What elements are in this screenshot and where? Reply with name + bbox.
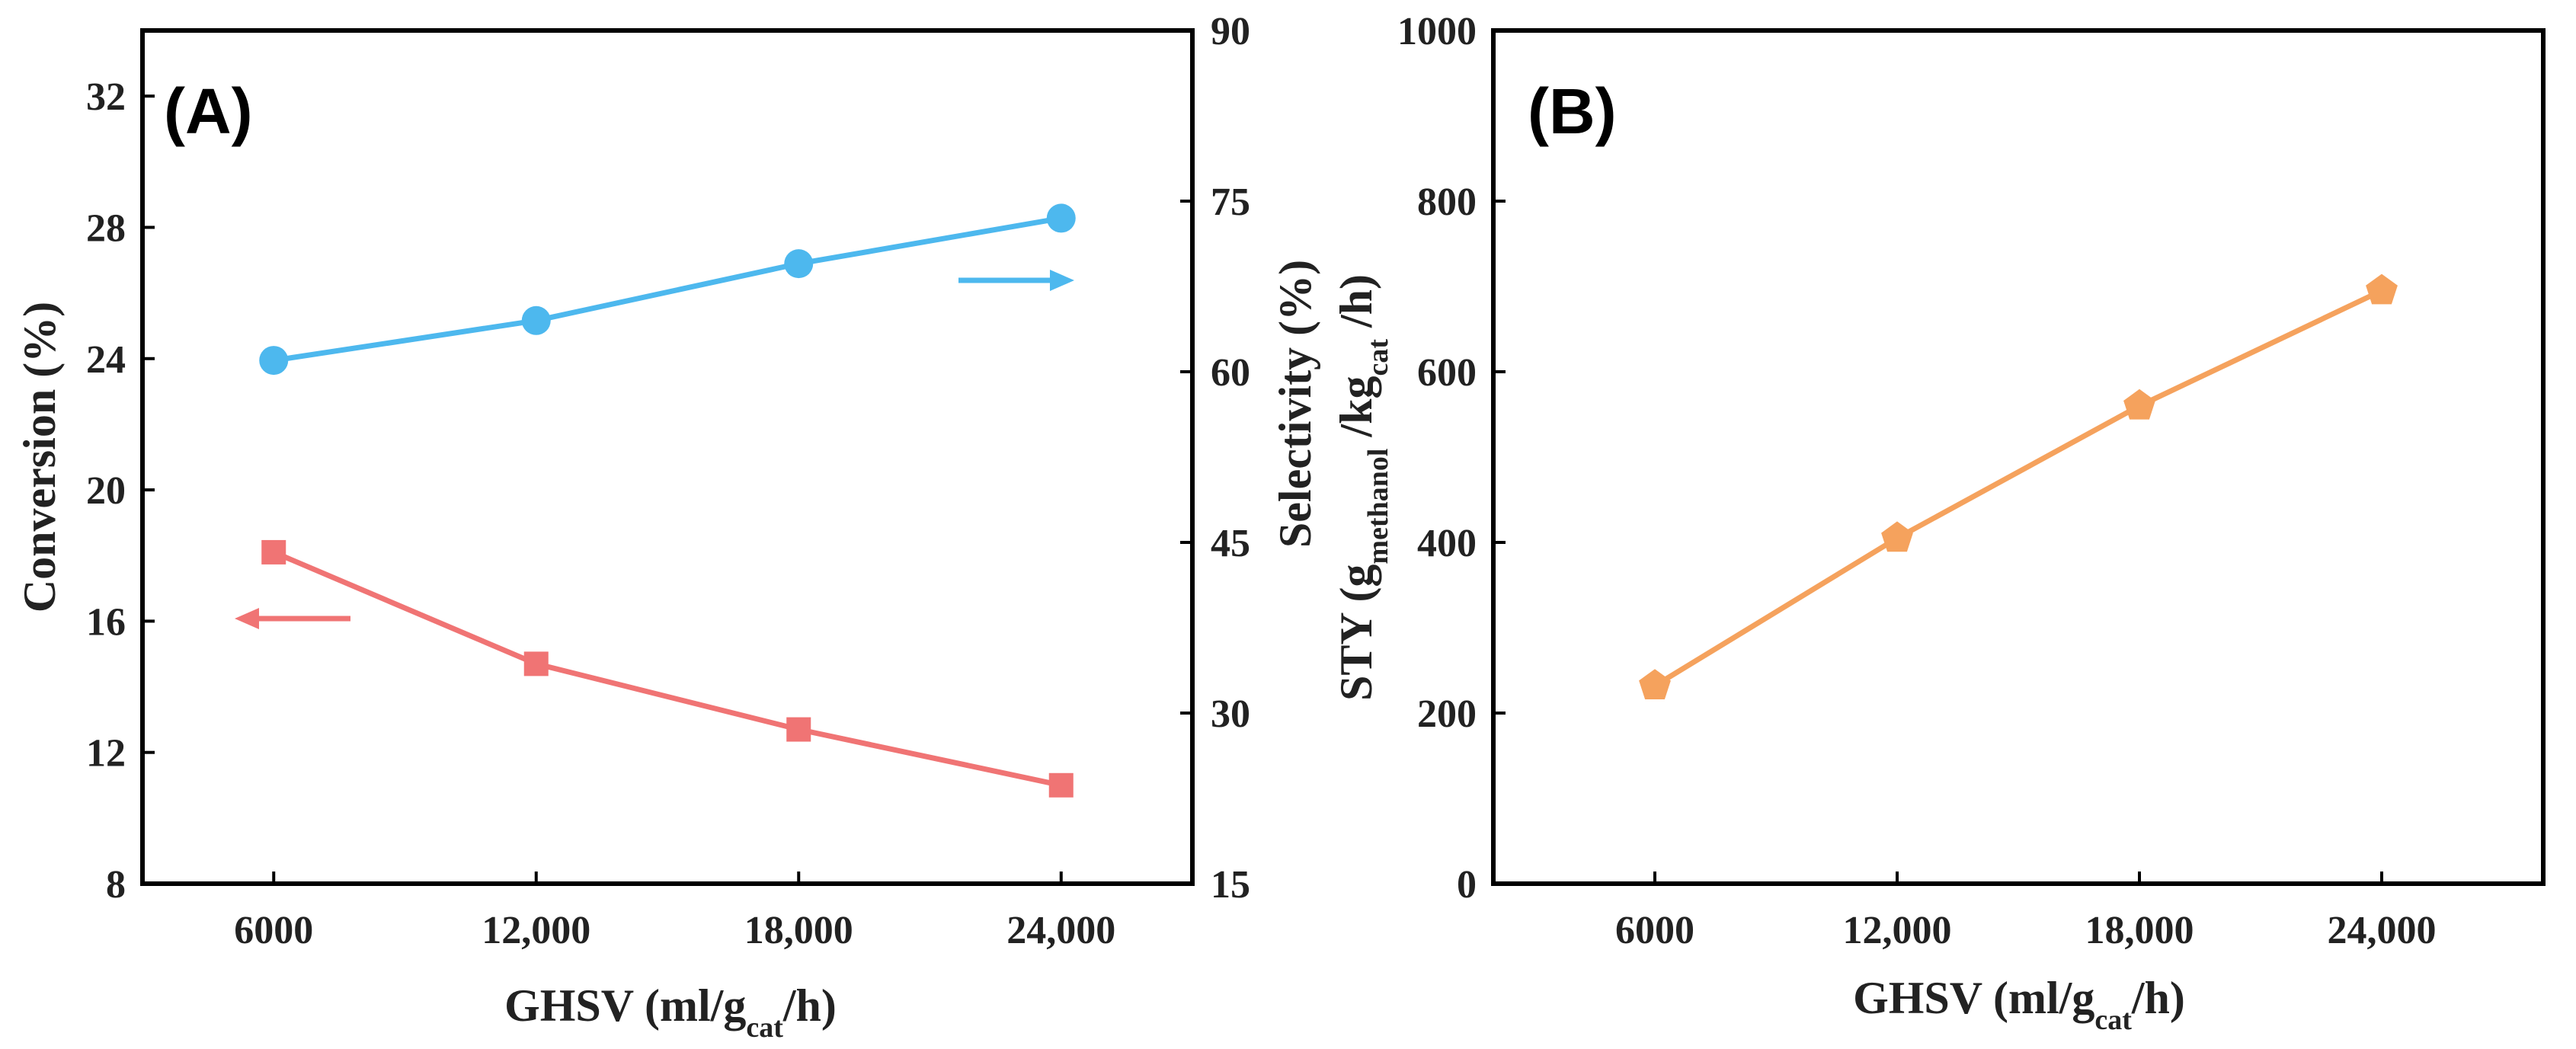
panel-a-data-point-selectivity [521,305,551,335]
panel-a-right-y-axis-label: Selectivity (%) [1270,260,1320,548]
panel-a-right-y-tick-label: 75 [1211,181,1250,224]
panel-b-y-tick-label: 200 [1417,692,1477,736]
panel-a-left-y-tick-label: 24 [86,338,126,382]
panel-b-y-tick-label: 400 [1417,522,1477,565]
panel-b-y-label-sub2: cat [1362,339,1394,376]
panel-a-data-point-selectivity [784,249,814,279]
panel-a-x-tick-label: 12,000 [482,909,590,952]
panel-a-x-tick-label: 6000 [234,909,313,952]
panel-a-left-y-tick-label: 32 [86,75,126,119]
panel-a-series-line-conversion [272,549,1062,788]
panel-b-x-label-sub: cat [2094,1004,2132,1036]
panel-a-right-y-tick-label: 90 [1211,10,1250,53]
panel-a-data-point-conversion [1048,772,1074,798]
panel-b-data-point-sty [1639,669,1671,699]
panel-a-conversion-arrow-head [235,608,259,629]
panel-b-series [1639,273,2398,699]
panel-a-right-y-tick-label: 30 [1211,692,1250,736]
panel-b-y-tick-label: 0 [1457,863,1477,907]
panel-b-x-tick-label: 6000 [1615,909,1694,952]
panel-a-left-y-axis-label: Conversion (%) [14,302,65,612]
panel-a-right-y-tick-label: 60 [1211,351,1250,395]
panel-b-y-tick-label: 800 [1417,181,1477,224]
panel-a-x-axis-label: GHSV (ml/gcat/h) [504,980,837,1044]
panel-b-y-axis-label: STY (gmethanol /kgcat /h) [1331,274,1394,701]
panel-b-y-label-sub1: methanol [1362,449,1394,564]
panel-b-data-point-sty [2366,273,2398,305]
panel-b-x-label-tail: /h) [2131,973,2185,1023]
panel-a-data-point-conversion [786,717,811,742]
panel-b-y-label-mid: /kg [1331,376,1381,449]
panel-b-x-ticks: 6000 12,000 18,000 24,000 [1615,872,2437,952]
panel-a-right-y-tick-label: 45 [1211,522,1250,565]
panel-a-x-tick-label: 18,000 [744,909,853,952]
panel-b-y-tick-label: 600 [1417,351,1477,395]
panel-b-plot-frame [1491,28,2546,886]
panel-b-y-tick-label: 1000 [1397,10,1477,53]
panel-a-x-label-sub: cat [746,1012,783,1044]
panel-a-series-line-selectivity [273,215,1062,363]
panel-a-x-tick-label: 24,000 [1006,909,1115,952]
panel-b-label: (B) [1528,75,1617,147]
panel-a-left-y-tick-label: 8 [106,863,126,907]
panel-a-data-point-selectivity [259,346,289,376]
panel-b-data-point-sty [2123,389,2155,420]
panel-a-left-y-tick-label: 20 [86,469,126,513]
panel-b-y-label-main: STY (g [1331,564,1381,701]
panel-b-chart: (B) 6000 12,000 18,000 24,000 0 200 400 600 800… [1331,10,2546,1036]
panel-b-x-tick-label: 24,000 [2328,909,2437,952]
panel-a-right-y-ticks: 15 30 45 60 75 90 [1180,10,1250,907]
panel-a-label: (A) [164,75,253,147]
panel-a-data-point-conversion [261,539,286,564]
panel-b-data-point-sty [1881,521,1913,552]
panel-a-x-label-tail: /h) [782,980,837,1031]
panel-a-left-y-ticks: 8 12 16 20 24 28 32 [86,75,155,907]
panel-a-right-y-label-main: Selectivity (%) [1270,260,1320,548]
panel-a-data-point-conversion [523,651,549,676]
panel-b-series-line-sty [1653,288,2383,689]
panel-a-chart: (A) 6000 12,000 18,000 24,000 8 12 16 20 24 28 32… [14,10,1320,1044]
panel-a-left-y-tick-label: 12 [86,732,126,776]
panel-b-x-tick-label: 12,000 [1843,909,1952,952]
panel-a-left-y-tick-label: 16 [86,600,126,644]
panel-a-plot-frame [140,28,1195,886]
panel-b-x-label-main: GHSV (ml/g [1853,973,2094,1023]
panel-b-x-tick-label: 18,000 [2085,909,2194,952]
panel-a-left-y-tick-label: 28 [86,206,126,250]
panel-b-y-ticks: 0 200 400 600 800 1000 [1397,10,1506,907]
panel-a-data-point-selectivity [1046,203,1076,233]
panel-a-x-ticks: 6000 12,000 18,000 24,000 [234,872,1115,952]
panel-a-selectivity-arrow-head [1050,270,1074,291]
panel-a-series [235,203,1076,798]
panel-b-x-axis-label: GHSV (ml/gcat/h) [1853,973,2185,1036]
panel-a-x-label-main: GHSV (ml/g [504,980,746,1031]
panel-a-right-y-tick-label: 15 [1211,863,1250,907]
panel-b-y-label-tail: /h) [1331,274,1381,339]
